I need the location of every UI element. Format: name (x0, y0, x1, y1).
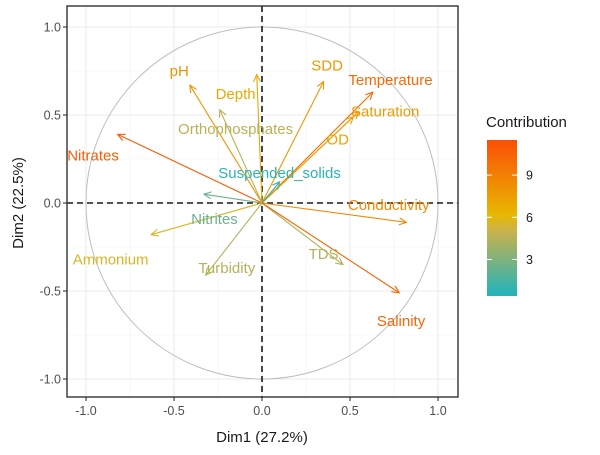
x-tick-label: -0.5 (163, 404, 185, 418)
arrow-head (116, 133, 126, 141)
arrow-shaft (261, 202, 400, 294)
y-tick-label: -0.5 (39, 285, 61, 299)
y-tick-label: -1.0 (39, 373, 61, 387)
variable-label-tds: TDS (309, 246, 339, 263)
arrow-conductivity (261, 202, 408, 226)
variable-label-nitrates: Nitrates (67, 147, 119, 164)
legend-title: Contribution (486, 114, 567, 131)
arrow-head (204, 267, 214, 277)
arrow-head (398, 217, 408, 226)
x-axis: -1.0 -0.5 0.0 0.5 1.0 (75, 397, 447, 418)
arrow-shaft (261, 91, 374, 204)
arrow-suspended-solids (261, 180, 281, 204)
variable-label-ph: pH (170, 63, 189, 80)
arrow-head (351, 110, 360, 120)
x-tick-label: -1.0 (75, 404, 97, 418)
variable-label-conductivity: Conductivity (348, 197, 430, 214)
legend-tick-label: 3 (526, 253, 533, 267)
arrow-orthophosphates (219, 108, 263, 204)
variable-label-salinity: Salinity (377, 313, 426, 330)
arrow-turbidity (204, 202, 263, 277)
y-tick-label: 0.0 (44, 197, 61, 211)
arrow-sdd (261, 80, 325, 204)
variable-arrows (116, 73, 408, 294)
arrow-nitrites (202, 191, 263, 204)
arrow-head (189, 84, 197, 94)
arrow-shaft (203, 193, 263, 204)
arrow-head (335, 257, 344, 266)
variable-label-od: OD (326, 132, 349, 149)
arrow-head (316, 80, 325, 90)
variable-label-depth: Depth (216, 86, 256, 103)
arrow-shaft (189, 84, 263, 204)
variable-label-nitrites: Nitrites (191, 211, 238, 228)
arrow-head (202, 191, 212, 200)
arrow-shaft (261, 181, 281, 204)
arrow-shaft (261, 202, 344, 266)
arrow-shaft (117, 133, 263, 204)
arrow-head (365, 91, 374, 100)
variable-label-saturation: Saturation (351, 103, 419, 120)
variable-label-sdd: SDD (311, 58, 343, 75)
y-tick-label: 1.0 (44, 21, 61, 35)
arrow-shaft (261, 81, 325, 204)
arrow-head (391, 285, 401, 294)
arrow-od (261, 115, 355, 204)
arrow-tds (261, 202, 344, 266)
legend: Contribution 3 6 9 (486, 114, 567, 296)
y-axis: -1.0 -0.5 0.0 0.5 1.0 (39, 21, 67, 387)
arrow-ammonium (149, 202, 263, 237)
arrow-shaft (150, 202, 263, 236)
arrow-salinity (261, 202, 401, 294)
x-tick-label: 1.0 (429, 404, 446, 418)
legend-colorbar (487, 140, 517, 296)
arrow-shaft (261, 116, 354, 204)
y-tick-label: 0.5 (44, 109, 61, 123)
arrow-shaft (205, 202, 263, 276)
arrow-shaft (256, 74, 263, 204)
legend-ticks: 3 6 9 (487, 169, 533, 267)
arrow-head (345, 115, 355, 125)
legend-tick-label: 9 (526, 169, 533, 183)
arrow-nitrates (116, 133, 263, 204)
arrow-ph (189, 84, 263, 204)
y-axis-title: Dim2 (22.5%) (10, 157, 27, 249)
arrow-temperature (261, 91, 374, 204)
variable-label-orthophosphates: Orthophosphates (178, 121, 293, 138)
x-axis-title: Dim1 (27.2%) (216, 429, 308, 446)
arrow-shaft (219, 109, 263, 204)
legend-tick-label: 6 (526, 211, 533, 225)
arrow-shaft (261, 202, 407, 223)
arrow-head (219, 108, 227, 118)
variable-label-ammonium: Ammonium (73, 251, 149, 268)
x-tick-label: 0.5 (341, 404, 358, 418)
arrow-head (253, 73, 261, 83)
arrow-depth (253, 73, 263, 204)
variable-label-suspended-solids: Suspended_solids (218, 165, 341, 182)
variable-label-temperature: Temperature (348, 72, 432, 89)
x-tick-label: 0.0 (253, 404, 270, 418)
arrow-head (272, 180, 281, 190)
arrow-head (149, 228, 160, 237)
variable-label-turbidity: Turbidity (198, 260, 255, 277)
